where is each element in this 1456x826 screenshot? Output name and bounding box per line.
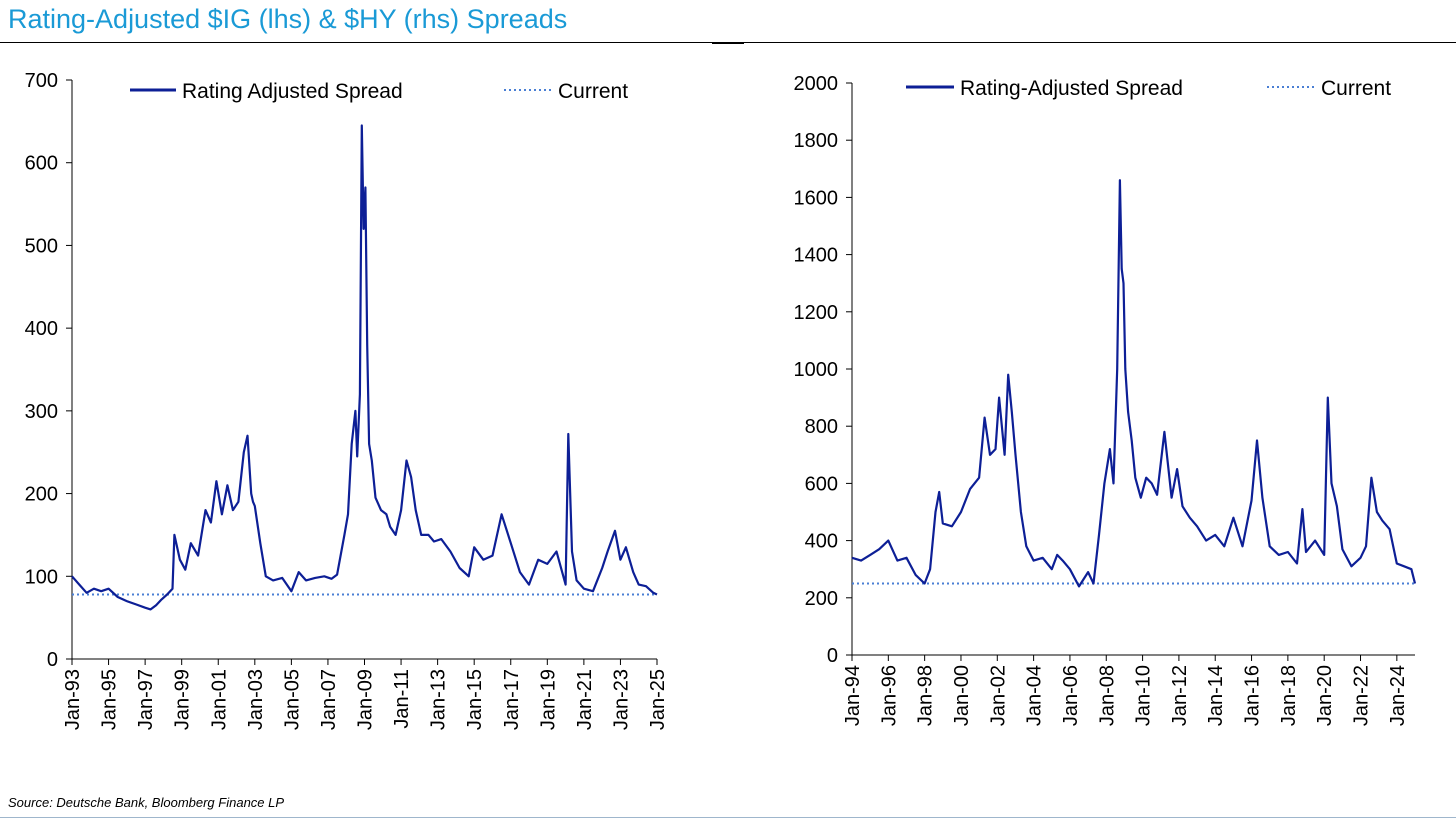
y-tick-label: 2000 bbox=[794, 73, 839, 95]
x-tick-label: Jan-94 bbox=[842, 665, 864, 726]
x-tick-label: Jan-95 bbox=[99, 669, 121, 730]
x-tick-label: Jan-09 bbox=[355, 669, 377, 730]
y-tick-label: 300 bbox=[25, 401, 58, 423]
y-tick-label: 0 bbox=[827, 645, 838, 667]
x-tick-label: Jan-97 bbox=[135, 669, 157, 730]
x-tick-label: Jan-25 bbox=[647, 669, 669, 730]
x-tick-label: Jan-15 bbox=[464, 669, 486, 730]
x-tick-label: Jan-96 bbox=[878, 665, 900, 726]
y-tick-label: 500 bbox=[25, 235, 58, 257]
x-tick-label: Jan-16 bbox=[1242, 665, 1264, 726]
y-tick-label: 1200 bbox=[794, 302, 839, 324]
x-tick-label: Jan-02 bbox=[987, 665, 1009, 726]
x-tick-label: Jan-18 bbox=[1278, 665, 1300, 726]
x-tick-label: Jan-00 bbox=[951, 665, 973, 726]
x-tick-label: Jan-19 bbox=[537, 669, 559, 730]
y-tick-label: 600 bbox=[25, 153, 58, 175]
y-tick-label: 1600 bbox=[794, 187, 839, 209]
x-tick-label: Jan-03 bbox=[245, 669, 267, 730]
spread-series-line bbox=[71, 124, 658, 611]
hy-spread-chart-svg: 0 200 400 600 800 1000 1200 1400 1600 1800 2000 Jan… bbox=[794, 73, 1417, 726]
x-tick-label: Jan-99 bbox=[172, 669, 194, 730]
x-tick-label: Jan-22 bbox=[1351, 665, 1373, 726]
x-tick-label: Jan-98 bbox=[915, 665, 937, 726]
y-tick-label: 0 bbox=[47, 649, 58, 671]
footer-divider bbox=[0, 817, 1456, 818]
x-tick-label: Jan-17 bbox=[501, 669, 523, 730]
y-tick-label: 800 bbox=[805, 416, 838, 438]
y-tick-label: 600 bbox=[805, 473, 838, 495]
y-tick-label: 200 bbox=[25, 484, 58, 506]
legend-series-label: Rating Adjusted Spread bbox=[182, 80, 403, 103]
spread-series-line bbox=[851, 179, 1417, 588]
title-divider-mark bbox=[712, 42, 744, 44]
x-tick-label: Jan-05 bbox=[281, 669, 303, 730]
y-tick-label: 1400 bbox=[794, 245, 839, 267]
ig-spread-chart: 0 100 200 300 400 500 600 700 Jan-93 Jan-95 Jan-97… bbox=[0, 0, 728, 795]
x-tick-label: Jan-13 bbox=[428, 669, 450, 730]
x-tick-label: Jan-11 bbox=[391, 669, 413, 729]
legend-current-label: Current bbox=[1321, 77, 1391, 100]
ig-spread-chart-svg: 0 100 200 300 400 500 600 700 Jan-93 Jan-95 Jan-97… bbox=[25, 70, 669, 730]
x-tick-label: Jan-24 bbox=[1387, 665, 1409, 726]
x-tick-label: Jan-07 bbox=[318, 669, 340, 730]
x-tick-label: Jan-20 bbox=[1314, 665, 1336, 726]
y-tick-label: 1000 bbox=[794, 359, 839, 381]
x-tick-label: Jan-04 bbox=[1024, 665, 1046, 726]
x-tick-label: Jan-06 bbox=[1060, 665, 1082, 726]
y-tick-label: 200 bbox=[805, 588, 838, 610]
x-tick-label: Jan-10 bbox=[1133, 665, 1155, 726]
x-tick-label: Jan-93 bbox=[62, 669, 84, 730]
y-tick-label: 400 bbox=[25, 318, 58, 340]
legend-current-label: Current bbox=[558, 80, 628, 103]
x-tick-label: Jan-21 bbox=[574, 669, 596, 730]
y-tick-label: 1800 bbox=[794, 130, 839, 152]
source-note: Source: Deutsche Bank, Bloomberg Finance… bbox=[8, 795, 285, 810]
legend-series-label: Rating-Adjusted Spread bbox=[960, 77, 1183, 100]
x-tick-label: Jan-12 bbox=[1169, 665, 1191, 726]
y-tick-label: 700 bbox=[25, 70, 58, 92]
x-tick-label: Jan-01 bbox=[208, 669, 230, 730]
y-tick-label: 400 bbox=[805, 531, 838, 553]
y-tick-label: 100 bbox=[25, 566, 58, 588]
x-tick-label: Jan-23 bbox=[610, 669, 632, 730]
x-tick-label: Jan-08 bbox=[1096, 665, 1118, 726]
chart-title: Rating-Adjusted $IG (lhs) & $HY (rhs) Sp… bbox=[8, 4, 568, 34]
x-tick-label: Jan-14 bbox=[1205, 665, 1227, 726]
